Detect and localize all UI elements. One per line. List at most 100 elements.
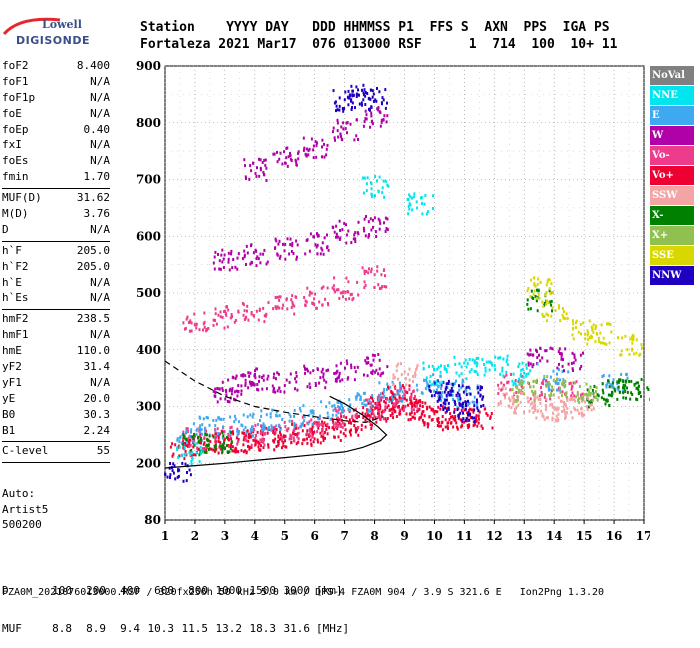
echo-pixel (461, 424, 463, 427)
echo-pixel (309, 148, 311, 151)
echo-pixel (426, 376, 428, 379)
echo-pixel (307, 422, 309, 425)
echo-pixel (502, 386, 504, 389)
echo-pixel (290, 373, 292, 376)
echo-pixel (333, 372, 335, 375)
echo-pixel (471, 416, 473, 419)
echo-pixel (407, 198, 409, 201)
echo-pixel (228, 450, 230, 453)
echo-pixel (262, 438, 264, 441)
echo-pixel (584, 337, 586, 340)
echo-pixel (345, 242, 347, 245)
echo-pixel (399, 385, 401, 388)
echo-pixel (284, 162, 286, 165)
echo-pixel (337, 411, 339, 414)
echo-pixel (203, 417, 205, 420)
echo-pixel (507, 355, 509, 358)
echo-pixel (469, 358, 471, 361)
echo-pixel (641, 346, 643, 349)
echo-pixel (334, 136, 336, 139)
echo-pixel (450, 422, 452, 425)
echo-pixel (406, 399, 408, 402)
echo-pixel (219, 444, 221, 447)
echo-pixel (424, 402, 426, 405)
echo-pixel (440, 387, 442, 390)
echo-pixel (263, 422, 265, 425)
echo-pixel (275, 424, 277, 427)
echo-pixel (293, 415, 295, 418)
echo-pixel (587, 329, 589, 332)
echo-pixel (309, 434, 311, 437)
echo-pixel (309, 294, 311, 297)
echo-pixel (182, 443, 184, 446)
echo-pixel (449, 412, 451, 415)
echo-pixel (504, 396, 506, 399)
echo-pixel (363, 91, 365, 94)
echo-pixel (561, 358, 563, 361)
echo-pixel (546, 360, 548, 363)
echo-pixel (364, 404, 366, 407)
x-tick-label: 14 (546, 529, 563, 543)
echo-pixel (382, 186, 384, 189)
echo-pixel (586, 343, 588, 346)
echo-pixel (220, 315, 222, 318)
echo-pixel (355, 415, 357, 418)
echo-pixel (432, 194, 434, 197)
echo-pixel (290, 441, 292, 444)
echo-pixel (278, 387, 280, 390)
echo-pixel (413, 195, 415, 198)
echo-pixel (199, 426, 201, 429)
echo-pixel (241, 431, 243, 434)
echo-pixel (556, 367, 558, 370)
echo-pixel (278, 307, 280, 310)
echo-pixel (326, 423, 328, 426)
echo-pixel (365, 284, 367, 287)
echo-pixel (245, 432, 247, 435)
echo-pixel (546, 291, 548, 294)
echo-pixel (584, 333, 586, 336)
echo-pixel (345, 127, 347, 130)
echo-pixel (487, 414, 489, 417)
echo-pixel (522, 368, 524, 371)
echo-pixel (426, 213, 428, 216)
echo-pixel (603, 398, 605, 401)
echo-pixel (215, 419, 217, 422)
echo-pixel (333, 404, 335, 407)
echo-pixel (337, 236, 339, 239)
echo-pixel (341, 228, 343, 231)
echo-pixel (259, 308, 261, 311)
echo-pixel (551, 385, 553, 388)
echo-pixel (366, 362, 368, 365)
echo-pixel (467, 411, 469, 414)
echo-pixel (368, 409, 370, 412)
echo-pixel (474, 370, 476, 373)
echo-pixel (455, 421, 457, 424)
echo-pixel (510, 373, 512, 376)
echo-pixel (489, 369, 491, 372)
echo-pixel (437, 419, 439, 422)
echo-pixel (506, 392, 508, 395)
echo-pixel (302, 416, 304, 419)
echo-pixel (243, 429, 245, 432)
param-name: yF1 (2, 375, 22, 391)
echo-pixel (206, 451, 208, 454)
echo-pixel (497, 392, 499, 395)
echo-pixel (291, 420, 293, 423)
echo-pixel (592, 399, 594, 402)
echo-pixel (375, 100, 377, 103)
echo-pixel (267, 375, 269, 378)
echo-pixel (413, 192, 415, 195)
echo-pixel (295, 163, 297, 166)
echo-pixel (471, 368, 473, 371)
echo-pixel (578, 412, 580, 415)
param-name: fxI (2, 137, 22, 153)
echo-pixel (280, 390, 282, 393)
echo-pixel (222, 434, 224, 437)
echo-pixel (421, 391, 423, 394)
echo-pixel (458, 374, 460, 377)
echo-pixel (326, 246, 328, 249)
echo-pixel (310, 232, 312, 235)
echo-pixel (601, 323, 603, 326)
echo-pixel (260, 168, 262, 171)
